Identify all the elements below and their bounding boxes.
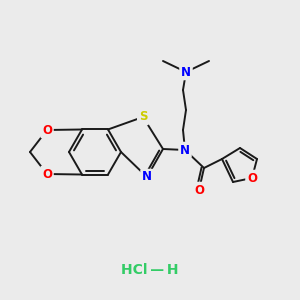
Text: O: O xyxy=(42,167,52,181)
Text: N: N xyxy=(142,170,152,184)
Text: O: O xyxy=(42,124,52,136)
Text: N: N xyxy=(180,143,190,157)
Text: N: N xyxy=(181,65,191,79)
Text: O: O xyxy=(247,172,257,184)
Text: O: O xyxy=(194,184,204,196)
Text: HCl — H: HCl — H xyxy=(121,263,179,277)
Text: S: S xyxy=(139,110,147,124)
